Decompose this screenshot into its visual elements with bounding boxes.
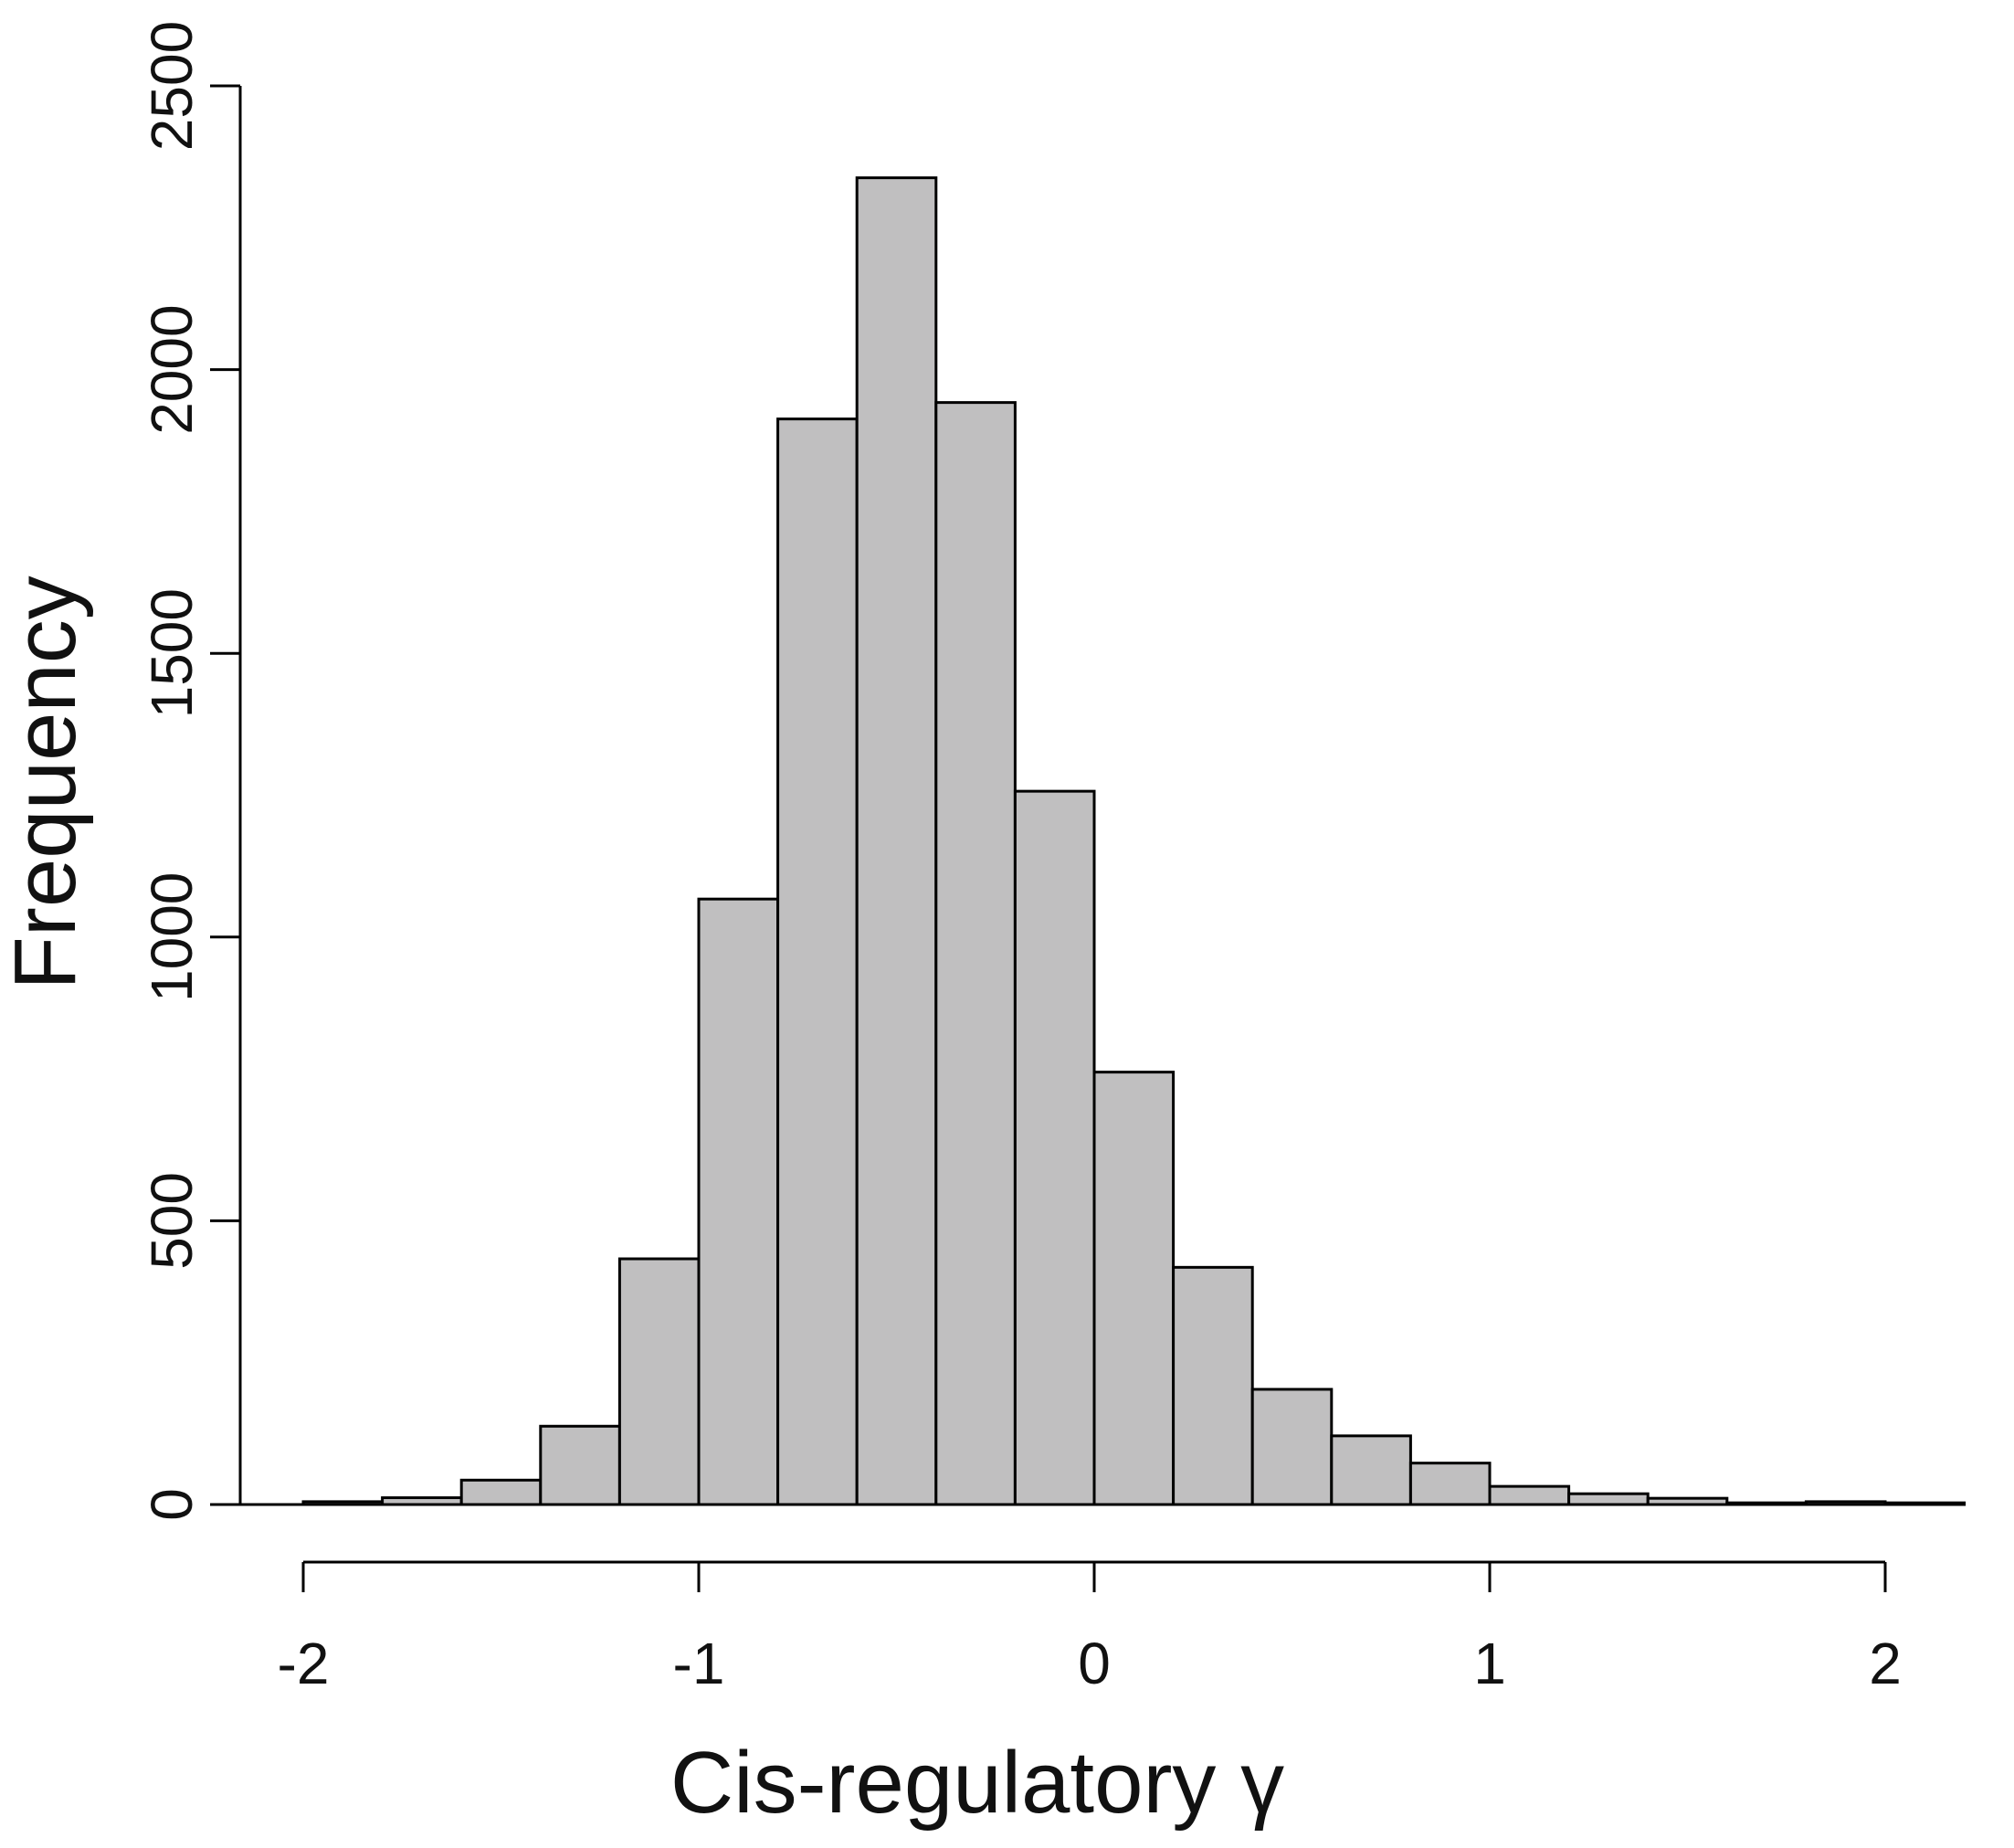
histogram-bar xyxy=(459,1478,543,1506)
histogram-bar xyxy=(1172,1265,1254,1506)
y-tick-label: 500 xyxy=(139,1172,205,1270)
x-tick-label: 0 xyxy=(1078,1631,1111,1696)
histogram-bar xyxy=(1408,1462,1492,1506)
histogram-bar xyxy=(1330,1434,1412,1506)
histogram-bar xyxy=(934,401,1017,1506)
x-axis-title: Cis-regulatory γ xyxy=(670,1734,1284,1832)
x-tick-label: -1 xyxy=(673,1631,725,1696)
histogram-bar xyxy=(617,1257,701,1506)
x-axis: -2 -1 0 1 2 xyxy=(278,1560,1902,1696)
histogram-bar xyxy=(1250,1388,1334,1506)
x-tick-label: 1 xyxy=(1473,1631,1506,1696)
x-tick-label: -2 xyxy=(278,1631,330,1696)
histogram-bar xyxy=(1488,1484,1571,1506)
y-tick-label: 1500 xyxy=(139,588,205,718)
bars-layer xyxy=(210,176,1967,1506)
histogram-bar xyxy=(1013,789,1096,1506)
y-tick-label: 2500 xyxy=(139,21,205,151)
histogram-bar xyxy=(697,897,780,1506)
histogram-bar xyxy=(1567,1492,1650,1506)
x-tick-label: 2 xyxy=(1869,1631,1902,1696)
histogram-bar xyxy=(776,417,859,1506)
y-axis: 0 500 1000 1500 2000 2500 xyxy=(139,21,242,1521)
histogram-bar xyxy=(855,176,938,1506)
y-tick-label: 1000 xyxy=(139,872,205,1002)
y-tick-label: 2000 xyxy=(139,304,205,434)
histogram-bar xyxy=(539,1424,621,1506)
y-tick-label: 0 xyxy=(139,1488,205,1521)
histogram-bar xyxy=(1092,1071,1176,1506)
y-axis-title: Frequency xyxy=(0,576,94,990)
